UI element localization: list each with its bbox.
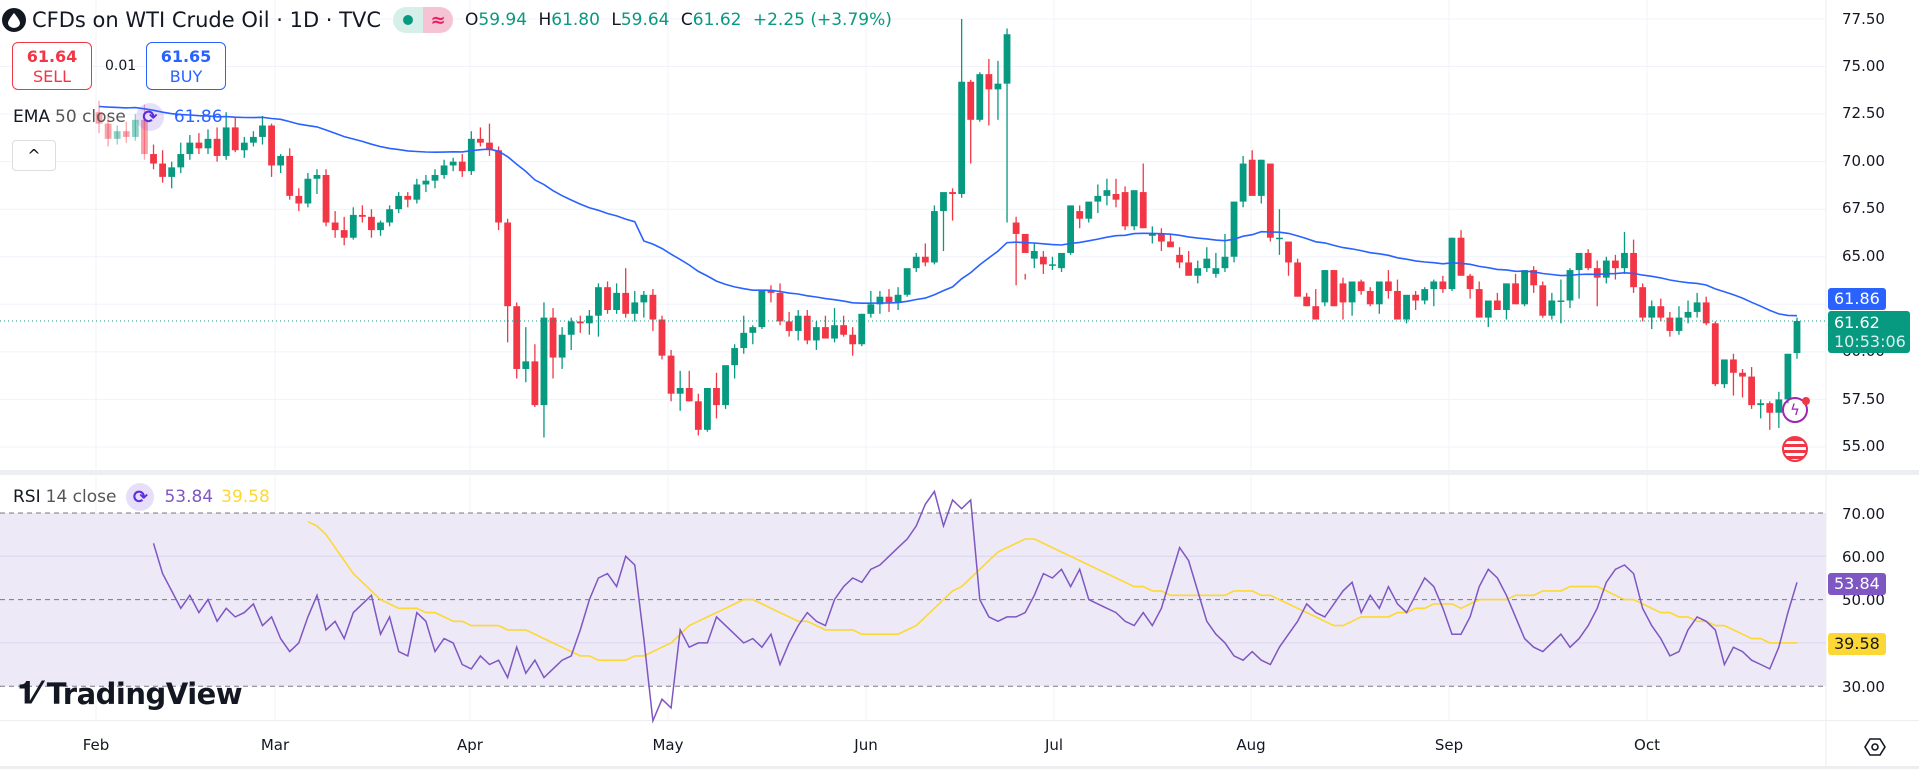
open-label: O	[465, 10, 479, 30]
time-label: Aug	[1236, 736, 1266, 754]
rsi-legend[interactable]: RSI 14 close ⟳ 53.84 39.58	[13, 483, 270, 511]
price-tick: 77.50	[1842, 10, 1885, 28]
market-open-dot-icon	[393, 7, 423, 33]
price-tick: 55.00	[1842, 437, 1885, 455]
tv-logo-mark-icon: 𝟏⁄	[18, 676, 39, 711]
us-flag-economic-event-icon[interactable]	[1782, 436, 1808, 462]
price-tick: 57.50	[1842, 390, 1885, 408]
change-value: +2.25 (+3.79%)	[752, 10, 892, 30]
chevron-up-icon: ^	[27, 146, 41, 165]
buy-price: 61.65	[160, 47, 212, 66]
low-label: L	[611, 10, 621, 30]
chart-settings-button[interactable]	[1864, 736, 1886, 758]
open-value: 59.94	[478, 10, 528, 30]
time-label: Sep	[1434, 736, 1464, 754]
collapse-legend-button[interactable]: ^	[12, 140, 56, 171]
ema-name: EMA	[13, 107, 51, 127]
last-price-tag: 61.62 10:53:06	[1828, 311, 1910, 353]
price-tick: 75.00	[1842, 57, 1885, 75]
ema-price-tag: 61.86	[1828, 288, 1886, 310]
symbol-title[interactable]: CFDs on WTI Crude Oil · 1D · TVC	[32, 8, 381, 32]
ema-args: 50 close	[55, 107, 126, 127]
ohlc-values: O59.94 H61.80 L59.64 C61.62 +2.25 (+3.79…	[465, 10, 898, 30]
ema-value: 61.86	[173, 107, 223, 127]
time-label: Jun	[854, 736, 878, 754]
time-label: Apr	[457, 736, 483, 754]
time-label: May	[652, 736, 684, 754]
high-value: 61.80	[551, 10, 600, 30]
sell-label: SELL	[32, 67, 72, 86]
refresh-icon[interactable]: ⟳	[126, 483, 155, 511]
time-label: Mar	[260, 736, 290, 754]
rsi-ma-value: 39.58	[221, 487, 270, 507]
close-label: C	[680, 10, 693, 30]
price-tick: 70.00	[1842, 152, 1885, 170]
refresh-icon[interactable]: ⟳	[135, 103, 164, 131]
time-label: Jul	[1044, 736, 1064, 754]
last-price: 61.62	[1834, 313, 1880, 332]
close-value: 61.62	[692, 10, 742, 30]
spread-value: 0.01	[105, 58, 137, 74]
tradingview-logo[interactable]: 𝟏⁄ TradingView	[18, 676, 243, 711]
high-label: H	[538, 10, 552, 30]
low-value: 59.64	[620, 10, 670, 30]
buy-button[interactable]: 61.65 BUY	[146, 42, 226, 90]
market-status-pill[interactable]: ≈	[393, 7, 453, 33]
lightning-news-icon[interactable]: ϟ	[1782, 397, 1808, 423]
delayed-data-icon: ≈	[423, 7, 453, 33]
symbol-legend[interactable]: CFDs on WTI Crude Oil · 1D · TVC ≈ O59.9…	[2, 4, 898, 36]
price-tick: 72.50	[1842, 104, 1885, 122]
rsi-ma-tag: 39.58	[1828, 633, 1886, 655]
time-label: Oct	[1634, 736, 1660, 754]
rsi-args: 14 close	[45, 487, 117, 507]
rsi-tick: 50.00	[1842, 591, 1885, 609]
time-label: Feb	[82, 736, 110, 754]
rsi-name: RSI	[13, 487, 41, 507]
price-tick: 65.00	[1842, 247, 1885, 265]
rsi-tick: 60.00	[1842, 548, 1885, 566]
sell-price: 61.64	[26, 47, 78, 66]
rsi-tick: 70.00	[1842, 505, 1885, 523]
rsi-tick: 30.00	[1842, 678, 1885, 696]
notification-dot-icon	[1802, 397, 1810, 405]
bar-countdown: 10:53:06	[1834, 332, 1906, 351]
ema-legend[interactable]: EMA 50 close ⟳ 61.86	[13, 103, 223, 131]
logo-text: TradingView	[46, 676, 243, 711]
rsi-value: 53.84	[164, 487, 214, 507]
rsi-value-tag: 53.84	[1828, 573, 1886, 595]
price-tick: 67.50	[1842, 199, 1885, 217]
oil-drop-icon	[2, 8, 26, 32]
sell-button[interactable]: 61.64 SELL	[12, 42, 92, 90]
buy-label: BUY	[169, 67, 203, 86]
hexagon-gear-icon	[1864, 738, 1886, 756]
